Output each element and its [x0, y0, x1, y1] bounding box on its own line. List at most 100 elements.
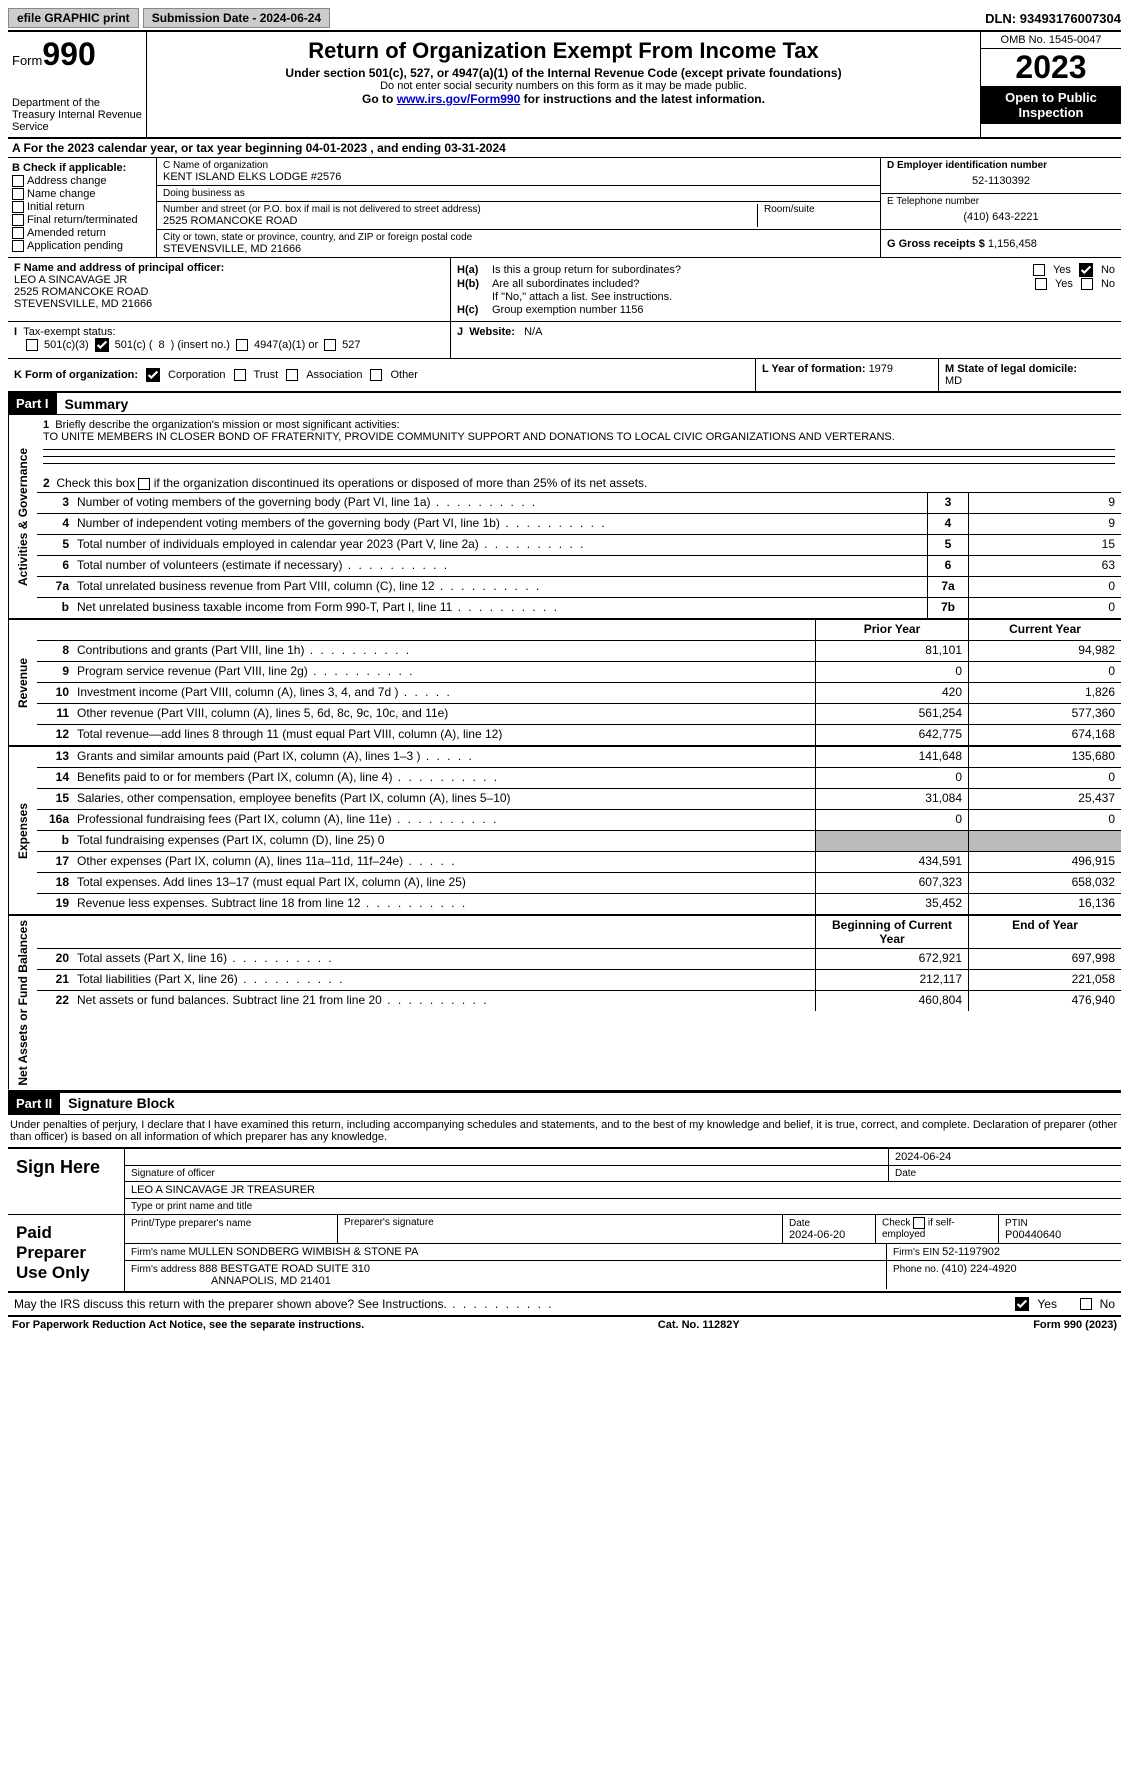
- val-13-curr: 135,680: [968, 747, 1121, 767]
- tax-year: 2023: [981, 49, 1121, 86]
- ptin: P00440640: [1005, 1229, 1061, 1241]
- sig-date-value: 2024-06-24: [889, 1149, 1121, 1165]
- top-bar: efile GRAPHIC print Submission Date - 20…: [8, 8, 1121, 28]
- sign-here-block: Sign Here 2024-06-24 Signature of office…: [8, 1147, 1121, 1215]
- efile-button[interactable]: efile GRAPHIC print: [8, 8, 139, 28]
- val-11-curr: 577,360: [968, 704, 1121, 724]
- org-name: KENT ISLAND ELKS LODGE #2576: [163, 171, 874, 183]
- submission-label: Submission Date -: [152, 11, 260, 25]
- summary-net-assets: Net Assets or Fund Balances Beginning of…: [8, 916, 1121, 1092]
- summary-gov: Activities & Governance 1 Briefly descri…: [8, 415, 1121, 620]
- paid-preparer-label: Paid Preparer Use Only: [8, 1215, 125, 1291]
- val-13-prior: 141,648: [815, 747, 968, 767]
- part-2-header: Part II Signature Block: [8, 1092, 1121, 1115]
- val-19-prior: 35,452: [815, 894, 968, 914]
- row-k-l-m: K Form of organization: Corporation Trus…: [8, 359, 1121, 392]
- form-subtitle-2: Do not enter social security numbers on …: [151, 80, 976, 92]
- val-22-end: 476,940: [968, 991, 1121, 1011]
- state-domicile: MD: [945, 375, 962, 387]
- preparer-date: 2024-06-20: [789, 1229, 845, 1241]
- chk-trust[interactable]: [234, 369, 246, 381]
- officer-name: LEO A SINCAVAGE JR: [14, 274, 444, 286]
- firm-phone: (410) 224-4920: [941, 1263, 1016, 1275]
- check-icon: [1079, 263, 1093, 277]
- form-subtitle-1: Under section 501(c), 527, or 4947(a)(1)…: [151, 66, 976, 80]
- chk-final-return[interactable]: [12, 214, 24, 226]
- chk-ha-yes[interactable]: [1033, 264, 1045, 276]
- firm-address-2: ANNAPOLIS, MD 21401: [131, 1275, 331, 1287]
- chk-4947[interactable]: [236, 339, 248, 351]
- chk-address-change[interactable]: [12, 175, 24, 187]
- sign-here-label: Sign Here: [8, 1149, 125, 1214]
- chk-discontinued[interactable]: [138, 478, 150, 490]
- val-10-curr: 1,826: [968, 683, 1121, 703]
- omb-number: OMB No. 1545-0047: [981, 32, 1121, 49]
- group-exemption: 1156: [620, 304, 644, 316]
- val-4: 9: [968, 514, 1121, 534]
- row-i-j: I Tax-exempt status: 501(c)(3) 501(c) (8…: [8, 322, 1121, 359]
- val-7b: 0: [968, 598, 1121, 618]
- chk-other[interactable]: [370, 369, 382, 381]
- chk-name-change[interactable]: [12, 188, 24, 200]
- year-formation: 1979: [869, 363, 893, 375]
- val-17-prior: 434,591: [815, 852, 968, 872]
- chk-self-employed[interactable]: [913, 1217, 925, 1229]
- chk-initial-return[interactable]: [12, 201, 24, 213]
- val-19-curr: 16,136: [968, 894, 1121, 914]
- form-number: Form990: [12, 36, 142, 73]
- val-20-end: 697,998: [968, 949, 1121, 969]
- chk-hb-no[interactable]: [1081, 278, 1093, 290]
- form-title: Return of Organization Exempt From Incom…: [151, 38, 976, 64]
- officer-signature-name: LEO A SINCAVAGE JR TREASURER: [125, 1182, 1121, 1198]
- val-12-curr: 674,168: [968, 725, 1121, 745]
- section-a: A For the 2023 calendar year, or tax yea…: [8, 139, 1121, 158]
- chk-amended[interactable]: [12, 227, 24, 239]
- street-address: 2525 ROMANCOKE ROAD: [163, 215, 757, 227]
- val-21-end: 221,058: [968, 970, 1121, 990]
- tab-revenue: Revenue: [8, 620, 37, 745]
- mission-text: TO UNITE MEMBERS IN CLOSER BOND OF FRATE…: [43, 431, 895, 443]
- dept-label: Department of the Treasury Internal Reve…: [12, 97, 142, 133]
- tab-net-assets: Net Assets or Fund Balances: [8, 916, 37, 1090]
- officer-street: 2525 ROMANCOKE ROAD: [14, 286, 444, 298]
- val-5: 15: [968, 535, 1121, 555]
- val-8-curr: 94,982: [968, 641, 1121, 661]
- val-16b-curr: [968, 831, 1121, 851]
- check-icon: [1015, 1297, 1029, 1311]
- footer-mid: Cat. No. 11282Y: [658, 1319, 740, 1331]
- summary-revenue: Revenue Prior YearCurrent Year 8Contribu…: [8, 620, 1121, 747]
- val-15-prior: 31,084: [815, 789, 968, 809]
- city-state-zip: STEVENSVILLE, MD 21666: [163, 243, 874, 255]
- val-12-prior: 642,775: [815, 725, 968, 745]
- irs-link[interactable]: www.irs.gov/Form990: [397, 92, 521, 106]
- form-header: Form990 Department of the Treasury Inter…: [8, 30, 1121, 139]
- firm-address-1: 888 BESTGATE ROAD SUITE 310: [199, 1263, 370, 1275]
- submission-date: 2024-06-24: [260, 11, 321, 25]
- gross-receipts: 1,156,458: [988, 238, 1037, 250]
- val-10-prior: 420: [815, 683, 968, 703]
- val-16b-prior: [815, 831, 968, 851]
- tab-governance: Activities & Governance: [8, 415, 37, 618]
- perjury-declaration: Under penalties of perjury, I declare th…: [8, 1115, 1121, 1147]
- val-17-curr: 496,915: [968, 852, 1121, 872]
- val-22-begin: 460,804: [815, 991, 968, 1011]
- chk-527[interactable]: [324, 339, 336, 351]
- chk-discuss-no[interactable]: [1080, 1298, 1092, 1310]
- ein: 52-1130392: [887, 171, 1115, 191]
- box-h: H(a) Is this a group return for subordin…: [451, 258, 1121, 321]
- website: N/A: [524, 326, 542, 338]
- val-21-begin: 212,117: [815, 970, 968, 990]
- val-14-curr: 0: [968, 768, 1121, 788]
- val-9-prior: 0: [815, 662, 968, 682]
- val-18-prior: 607,323: [815, 873, 968, 893]
- telephone: (410) 643-2221: [887, 207, 1115, 227]
- chk-assoc[interactable]: [286, 369, 298, 381]
- submission-button[interactable]: Submission Date - 2024-06-24: [143, 8, 330, 28]
- val-9-curr: 0: [968, 662, 1121, 682]
- chk-hb-yes[interactable]: [1035, 278, 1047, 290]
- box-d-e-g: D Employer identification number 52-1130…: [880, 158, 1121, 257]
- val-16a-prior: 0: [815, 810, 968, 830]
- chk-501c3[interactable]: [26, 339, 38, 351]
- officer-city: STEVENSVILLE, MD 21666: [14, 298, 444, 310]
- chk-app-pending[interactable]: [12, 240, 24, 252]
